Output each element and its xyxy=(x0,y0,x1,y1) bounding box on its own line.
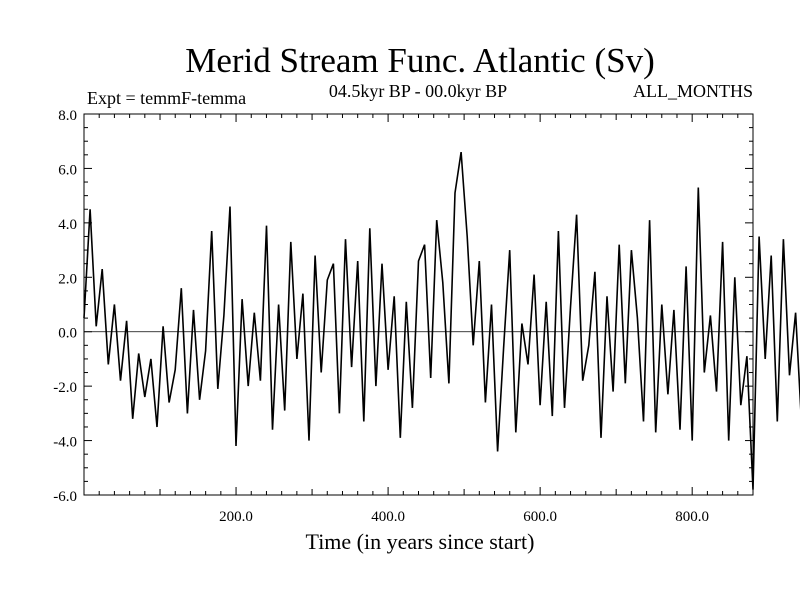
y-tick-label: -4.0 xyxy=(53,435,77,451)
x-tick-label: 200.0 xyxy=(219,509,253,525)
y-tick-label: -6.0 xyxy=(53,489,77,505)
experiment-label: Expt = temmF-temma xyxy=(87,88,246,108)
time-period-label: 04.5kyr BP - 00.0kyr BP xyxy=(329,81,507,101)
y-tick-label: -2.0 xyxy=(53,380,77,396)
y-tick-label: 6.0 xyxy=(58,162,77,178)
y-tick-label: 8.0 xyxy=(58,108,77,124)
y-tick-label: 4.0 xyxy=(58,217,77,233)
months-label: ALL_MONTHS xyxy=(633,81,753,101)
chart-title: Merid Stream Func. Atlantic (Sv) xyxy=(185,41,655,80)
series-line-0 xyxy=(83,151,800,490)
y-tick-label: 2.0 xyxy=(58,271,77,287)
x-axis-label: Time (in years since start) xyxy=(306,529,535,554)
x-tick-label: 400.0 xyxy=(371,509,405,525)
x-tick-label: 600.0 xyxy=(523,509,557,525)
y-tick-label: 0.0 xyxy=(58,326,77,342)
x-tick-label: 800.0 xyxy=(675,509,709,525)
